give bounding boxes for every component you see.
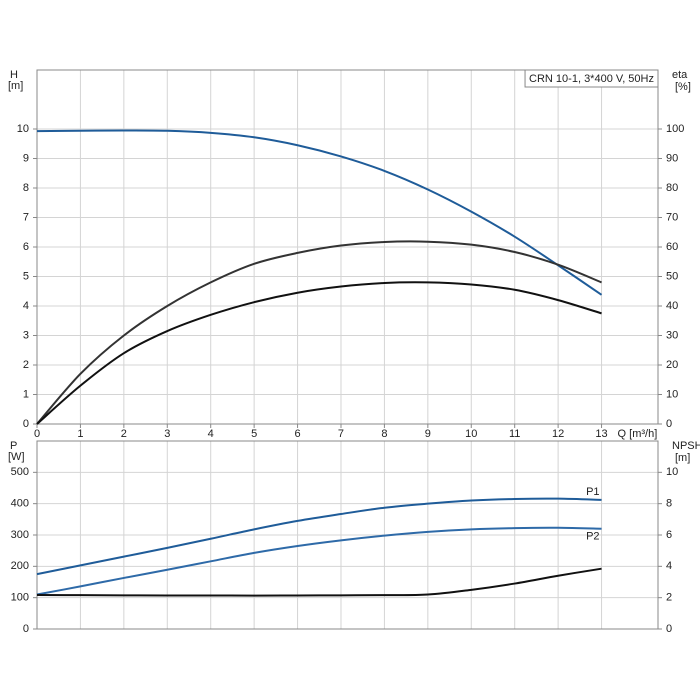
y-tick-label: 8 (23, 182, 29, 194)
curve (36, 497, 602, 576)
x-tick-label: 0 (34, 428, 40, 440)
y2-tick-label: 80 (666, 182, 678, 194)
y2-tick-label: 60 (666, 241, 678, 253)
y2-tick-label: 10 (666, 388, 678, 400)
y2-tick-label: 0 (666, 623, 672, 635)
x-tick-label: 2 (121, 428, 127, 440)
x-tick-label: 13 (595, 428, 607, 440)
x-tick-label: 7 (338, 428, 344, 440)
y2-tick-label: 10 (666, 466, 678, 478)
y-tick-label: 7 (23, 211, 29, 223)
y-tick-label: 4 (23, 300, 29, 312)
y-axis-label: H (10, 69, 18, 81)
y2-tick-label: 8 (666, 498, 672, 510)
y-axis-unit: [W] (8, 451, 25, 463)
y-axis-label: P (10, 440, 17, 452)
y-axis-unit: [m] (8, 80, 23, 92)
y-tick-label: 2 (23, 359, 29, 371)
y2-tick-label: 50 (666, 270, 678, 282)
y2-tick-label: 70 (666, 211, 678, 223)
series-label: P2 (586, 531, 599, 543)
y-tick-label: 5 (23, 270, 29, 282)
curve (36, 526, 602, 596)
x-tick-label: 11 (509, 428, 520, 440)
y2-tick-label: 40 (666, 300, 678, 312)
y2-tick-label: 20 (666, 359, 678, 371)
y2-tick-label: 90 (666, 152, 678, 164)
y2-tick-label: 0 (666, 418, 672, 430)
x-tick-label: 4 (208, 428, 214, 440)
y2-tick-label: 100 (666, 123, 684, 135)
y-tick-label: 10 (17, 123, 29, 135)
series-label: P1 (586, 486, 599, 498)
y-tick-label: 0 (23, 623, 29, 635)
y2-tick-label: 6 (666, 529, 672, 541)
annotation: CRN 10-1, 3*400 V, 50Hz (529, 73, 654, 85)
curve (36, 129, 603, 296)
y2-tick-label: 2 (666, 592, 672, 604)
y2-axis-unit: [%] (675, 81, 691, 93)
y-tick-label: 100 (11, 592, 29, 604)
x-tick-label: 5 (251, 428, 257, 440)
x-tick-label: 8 (381, 428, 387, 440)
y2-axis-label: NPSH (672, 440, 700, 452)
curve (36, 567, 602, 597)
y2-axis-unit: [m] (675, 452, 690, 464)
x-tick-label: 1 (77, 428, 83, 440)
y-tick-label: 400 (11, 498, 29, 510)
y2-tick-label: 30 (666, 329, 678, 341)
x-tick-label: 12 (552, 428, 564, 440)
x-tick-label: 6 (294, 428, 300, 440)
y-tick-label: 9 (23, 152, 29, 164)
y-tick-label: 3 (23, 329, 29, 341)
curve (36, 240, 602, 425)
y-tick-label: 6 (23, 241, 29, 253)
y-tick-label: 0 (23, 418, 29, 430)
curve (36, 281, 602, 425)
y2-tick-label: 4 (666, 560, 672, 572)
y-tick-label: 300 (11, 529, 29, 541)
x-tick-label: 10 (465, 428, 477, 440)
y-tick-label: 1 (23, 388, 29, 400)
y-tick-label: 500 (11, 466, 29, 478)
x-tick-label: 3 (164, 428, 170, 440)
y2-axis-label: eta (672, 69, 688, 81)
x-tick-label: 9 (425, 428, 431, 440)
y-tick-label: 200 (11, 560, 29, 572)
x-axis-label: Q [m³/h] (618, 428, 658, 440)
annotation-box (524, 69, 659, 88)
